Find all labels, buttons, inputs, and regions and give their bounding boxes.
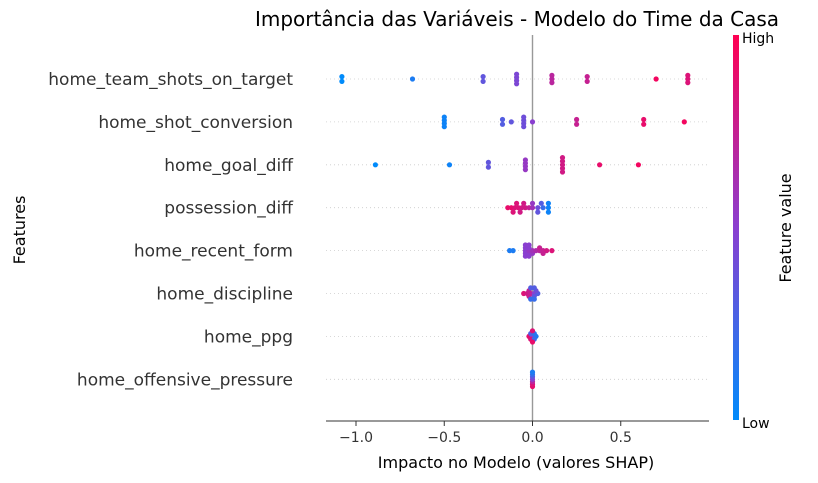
shap-point	[685, 76, 691, 82]
shap-point	[685, 80, 691, 86]
shap-point	[372, 162, 378, 168]
shap-point	[480, 78, 486, 84]
shap-point	[529, 369, 536, 375]
shap-point	[681, 119, 687, 125]
shap-point	[559, 169, 566, 175]
shap-point	[559, 158, 566, 164]
shap-point	[510, 248, 516, 254]
shap-point	[533, 248, 539, 254]
shap-point	[499, 116, 506, 123]
shap-point	[574, 116, 580, 123]
shap-point	[535, 209, 541, 215]
shap-point	[339, 78, 345, 84]
shap-point	[584, 74, 590, 80]
shap-point	[549, 80, 555, 86]
shap-point	[537, 245, 543, 251]
shap-point	[522, 157, 529, 163]
shap-point	[545, 205, 552, 211]
shap-point	[480, 74, 486, 80]
shap-point	[508, 119, 514, 125]
shap-point	[514, 71, 520, 77]
feature-label: home_offensive_pressure	[77, 370, 293, 390]
shap-point	[559, 162, 566, 168]
y-axis-label: Features	[10, 196, 29, 265]
feature-labels: home_team_shots_on_target home_shot_conve…	[48, 70, 294, 390]
shap-point	[685, 72, 691, 78]
colorbar-low-label: Low	[742, 416, 770, 432]
shap-point	[540, 250, 546, 256]
shap-point	[528, 296, 534, 302]
shap-point	[517, 209, 523, 215]
shap-point	[544, 248, 550, 254]
shap-point	[549, 72, 555, 78]
shap-point	[540, 205, 546, 211]
shap-point	[441, 114, 447, 120]
feature-gridlines	[326, 78, 709, 380]
shap-point	[559, 155, 566, 161]
feature-label: home_recent_form	[134, 242, 293, 262]
shap-point	[574, 121, 580, 127]
x-tick-label: −0.5	[427, 430, 461, 446]
shap-point	[635, 162, 642, 168]
shap-point	[549, 76, 555, 82]
shap-point	[339, 74, 345, 80]
shap-point	[538, 200, 544, 206]
shap-point	[597, 162, 603, 168]
x-tick-label: −1.0	[339, 430, 373, 446]
feature-label: home_goal_diff	[164, 156, 294, 176]
shap-point	[526, 242, 532, 248]
shap-point	[510, 209, 516, 215]
shap-point	[521, 114, 527, 120]
shap-point	[641, 116, 647, 123]
shap-point	[529, 205, 536, 211]
shap-points	[339, 71, 691, 390]
shap-point	[531, 285, 537, 291]
shap-point	[535, 205, 541, 211]
feature-label: home_team_shots_on_target	[48, 70, 293, 90]
shap-point	[529, 119, 536, 125]
x-tick-label: 0.0	[521, 430, 543, 446]
shap-point	[485, 159, 491, 165]
shap-point	[559, 165, 566, 171]
shap-point	[446, 162, 453, 168]
shap-point	[409, 76, 416, 82]
x-axis-ticks: −1.0 −0.5 0.0 0.5	[339, 421, 632, 446]
shap-point	[508, 205, 514, 211]
shap-point	[545, 209, 552, 215]
shap-point	[545, 200, 552, 206]
feature-label: home_shot_conversion	[98, 113, 293, 133]
chart-title: Importância das Variáveis - Modelo do Ti…	[255, 7, 779, 31]
shap-point	[514, 200, 520, 206]
feature-label: home_discipline	[156, 285, 293, 305]
x-tick-label: 0.5	[610, 430, 632, 446]
feature-label: home_ppg	[204, 327, 293, 347]
colorbar-title: Feature value	[776, 173, 795, 282]
colorbar	[733, 35, 739, 420]
shap-point	[529, 328, 536, 334]
shap-point	[499, 121, 506, 127]
feature-label: possession_diff	[164, 199, 294, 219]
shap-point	[584, 78, 590, 84]
colorbar-high-label: High	[742, 31, 774, 47]
shap-point	[529, 200, 536, 206]
shap-point	[528, 285, 534, 291]
shap-point	[522, 242, 529, 248]
x-axis-label: Impacto no Modelo (valores SHAP)	[378, 453, 654, 472]
shap-point	[485, 164, 491, 170]
shap-point	[531, 296, 537, 302]
shap-point	[641, 121, 647, 127]
shap-point	[529, 339, 536, 345]
shap-point	[522, 205, 529, 211]
shap-point	[653, 76, 659, 82]
shap-point	[549, 248, 555, 254]
shap-point	[521, 200, 527, 206]
